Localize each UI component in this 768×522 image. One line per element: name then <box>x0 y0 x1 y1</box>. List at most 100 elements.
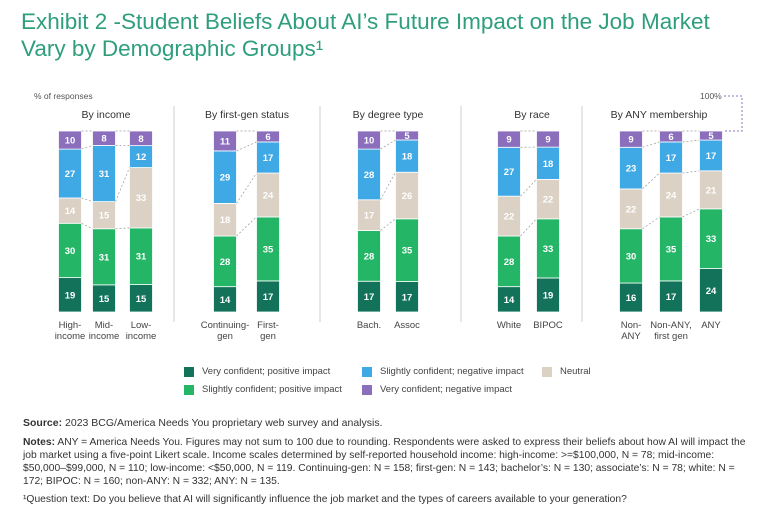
bar-value-neutral-g1-b2: 15 <box>99 211 110 222</box>
bar-value-very-pos-g4-b2: 19 <box>543 290 554 301</box>
y-axis-label: % of responses <box>34 91 93 101</box>
bar-value-very-neg-g2-b2: 6 <box>265 132 270 143</box>
bar-value-slight-neg-g5-b3: 17 <box>706 151 717 162</box>
bar-value-neutral-g1-b3: 33 <box>136 193 147 204</box>
bar-value-very-pos-g5-b1: 16 <box>626 293 637 304</box>
bar-value-very-pos-g4-b1: 14 <box>504 295 515 306</box>
question-text: ¹Question text: Do you believe that AI w… <box>23 494 627 505</box>
x-label-g1-b2-line2: income <box>89 331 120 342</box>
x-label-g3-b1-line1: Bach. <box>357 320 381 331</box>
x-label-g1-b1-line1: High- <box>59 320 82 331</box>
bar-value-neutral-g2-b1: 18 <box>220 215 231 226</box>
bar-value-very-pos-g5-b3: 24 <box>706 286 717 297</box>
bar-value-neutral-g1-b1: 14 <box>65 206 76 217</box>
x-label-g1-b2-line1: Mid- <box>95 320 113 331</box>
legend-item-very-positive: Very confident; positive impact <box>184 366 330 377</box>
x-label-g4-b2-line1: BIPOC <box>533 320 563 331</box>
bar-value-neutral-g5-b2: 24 <box>666 190 677 201</box>
bar-value-very-pos-g5-b2: 17 <box>666 292 677 303</box>
connector-neutral-g3-1 <box>380 172 396 200</box>
bar-value-slight-pos-g5-b3: 33 <box>706 234 717 245</box>
bar-segment-very-neg-g5-b1 <box>619 130 643 148</box>
connector-neutral-g5-2 <box>682 170 700 174</box>
x-label-g5-b1-line2: ANY <box>621 331 641 342</box>
connector-slight-pos-g1-2 <box>115 227 130 230</box>
bar-value-neutral-g2-b2: 24 <box>263 190 274 201</box>
legend-swatch-neutral <box>542 366 552 377</box>
bar-value-slight-neg-g1-b2: 31 <box>99 169 110 180</box>
x-label-g2-b1-line2: gen <box>217 331 233 342</box>
bar-value-slight-pos-g3-b2: 35 <box>402 246 413 257</box>
bar-value-slight-neg-g2-b2: 17 <box>263 153 274 164</box>
legend-item-slightly-positive: Slightly confident; positive impact <box>184 384 342 395</box>
connector-neutral-g1-2 <box>115 167 130 202</box>
group-title-2: By first-gen status <box>205 109 289 121</box>
total-100-label: 100% <box>700 91 722 101</box>
x-label-g2-b2-line2: gen <box>260 331 276 342</box>
connector-neutral-g1-1 <box>81 197 93 202</box>
x-label-g1-b3-line1: Low- <box>131 320 152 331</box>
connector-slight-neg-g2-1 <box>236 141 257 152</box>
source-text: 2023 BCG/America Needs You proprietary w… <box>62 417 383 429</box>
connector-slight-pos-g3-1 <box>380 218 396 231</box>
x-label-g5-b3-line1: ANY <box>701 320 721 331</box>
group-title-3: By degree type <box>353 109 424 121</box>
bar-value-neutral-g5-b1: 22 <box>626 204 637 215</box>
bar-value-neutral-g4-b1: 22 <box>504 212 515 223</box>
bar-value-slight-pos-g2-b2: 35 <box>263 244 274 255</box>
legend: Very confident; positive impact Slightly… <box>184 366 624 400</box>
bar-value-very-neg-g1-b3: 8 <box>138 134 143 145</box>
bar-value-slight-neg-g5-b1: 23 <box>626 164 637 175</box>
bar-value-neutral-g5-b3: 21 <box>706 185 717 196</box>
legend-label-slightly-positive: Slightly confident; positive impact <box>202 384 342 395</box>
legend-swatch-slightly-negative <box>362 366 372 377</box>
bar-value-slight-neg-g3-b2: 18 <box>402 152 413 163</box>
bar-value-slight-pos-g4-b2: 33 <box>543 244 554 255</box>
bar-value-very-pos-g1-b1: 19 <box>65 290 76 301</box>
bar-value-slight-pos-g5-b1: 30 <box>626 251 637 262</box>
x-label-g2-b2-line1: First- <box>257 320 279 331</box>
notes-label: Notes: <box>23 437 56 448</box>
legend-item-neutral: Neutral <box>542 366 591 377</box>
bar-value-very-pos-g2-b2: 17 <box>263 292 274 303</box>
bar-value-slight-pos-g2-b1: 28 <box>220 257 231 268</box>
stacked-bar-chart: % of responses 100% By income 19 30 14 27 10 Hig… <box>34 91 743 342</box>
x-label-g2-b1-line1: Continuing- <box>201 320 250 331</box>
source-note: Source: 2023 BCG/America Needs You propr… <box>23 417 383 429</box>
connector-slight-pos-g2-1 <box>236 216 257 237</box>
bar-value-very-pos-g3-b2: 17 <box>402 292 413 303</box>
bar-segment-very-neg-g2-b1 <box>213 130 237 152</box>
bar-value-slight-neg-g1-b3: 12 <box>136 152 147 163</box>
bar-value-slight-pos-g1-b3: 31 <box>136 252 147 263</box>
bar-value-very-neg-g2-b1: 11 <box>220 136 231 147</box>
legend-label-very-negative: Very confident; negative impact <box>380 384 513 395</box>
connector-neutral-g2-1 <box>236 172 257 204</box>
connector-slight-pos-g4-1 <box>520 218 537 237</box>
bar-value-slight-pos-g1-b2: 31 <box>99 252 110 263</box>
bar-value-very-pos-g1-b2: 15 <box>99 294 110 305</box>
bar-value-slight-pos-g1-b1: 30 <box>65 246 76 257</box>
legend-swatch-very-negative <box>362 384 372 395</box>
connector-slight-neg-g5-2 <box>682 139 700 143</box>
group-title-4: By race <box>514 109 550 121</box>
bar-value-very-pos-g2-b1: 14 <box>220 295 231 306</box>
bar-value-slight-neg-g5-b2: 17 <box>666 153 677 164</box>
bar-value-slight-pos-g5-b2: 35 <box>666 244 677 255</box>
bar-value-slight-neg-g3-b1: 28 <box>364 170 375 181</box>
bar-value-very-neg-g5-b1: 9 <box>628 135 633 146</box>
bar-value-neutral-g3-b1: 17 <box>364 211 375 222</box>
bar-segment-very-neg-g4-b2 <box>536 130 560 148</box>
bar-value-very-neg-g5-b3: 5 <box>708 131 714 142</box>
connector-slight-pos-g5-2 <box>682 208 700 218</box>
bar-value-slight-neg-g4-b2: 18 <box>543 159 554 170</box>
bar-value-very-neg-g3-b2: 5 <box>404 131 410 142</box>
legend-label-neutral: Neutral <box>560 366 591 377</box>
notes: Notes: ANY = America Needs You. Figures … <box>23 436 753 488</box>
bar-segment-very-neg-g3-b2 <box>395 130 419 141</box>
x-label-g5-b1-line1: Non- <box>621 320 642 331</box>
group-title-5: By ANY membership <box>611 109 708 121</box>
connector-slight-pos-g1-1 <box>81 222 93 230</box>
bar-value-very-neg-g4-b2: 9 <box>545 135 550 146</box>
bar-value-slight-pos-g3-b1: 28 <box>364 251 375 262</box>
connector-neutral-g5-1 <box>642 172 660 190</box>
